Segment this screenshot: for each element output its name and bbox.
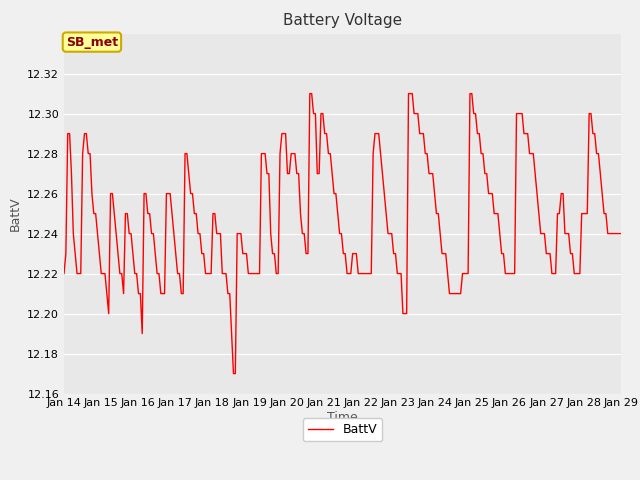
BattV	[404, 91, 412, 96]
Legend: BattV: BattV	[303, 419, 382, 441]
BattV	[306, 91, 314, 96]
BattV	[568, 251, 576, 256]
BattV	[533, 191, 541, 196]
BattV	[396, 271, 403, 276]
BattV	[394, 271, 401, 276]
Line: BattV: BattV	[64, 94, 621, 373]
Y-axis label: BattV: BattV	[8, 196, 22, 231]
BattV	[60, 271, 68, 276]
BattV	[617, 231, 625, 237]
BattV	[230, 371, 237, 376]
Text: SB_met: SB_met	[66, 36, 118, 48]
BattV	[62, 251, 70, 256]
X-axis label: Time: Time	[327, 411, 358, 424]
Title: Battery Voltage: Battery Voltage	[283, 13, 402, 28]
